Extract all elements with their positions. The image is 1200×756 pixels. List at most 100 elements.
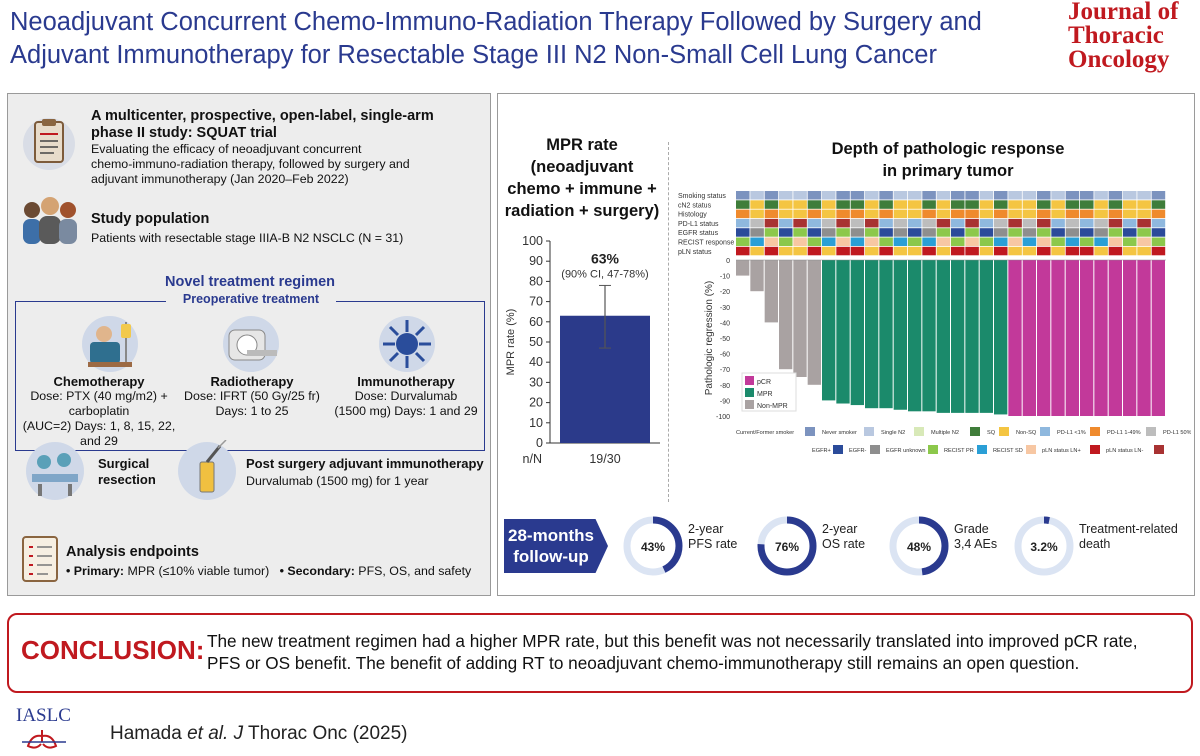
heatmap-cell [1108,237,1123,246]
heatmap-cell [1065,218,1080,228]
heatmap-cell [1151,218,1166,228]
journal-line-3: Oncology [1068,46,1170,73]
heatmap-cell [793,246,807,256]
heatmap-cell [922,191,936,200]
heatmap-cell [951,228,965,237]
heatmap-cell [1080,209,1094,219]
heatmap-cell [879,200,893,209]
radiotherapy-dose-1: Dose: IFRT (50 Gy/25 fr) [184,389,320,403]
heatmap-cell [779,191,793,200]
heatmap-cell [836,246,850,256]
heatmap-cell [850,246,865,256]
heatmap-cell [979,218,994,228]
key-swatch [977,445,987,454]
key-swatch [1040,427,1050,436]
primary-label: • Primary: [66,564,125,578]
y-tick-label: -10 [720,274,730,281]
heatmap-cell [865,200,879,209]
mpr-title-line-1: MPR rate [546,136,618,154]
journal-logo: Journal of Thoracic Oncology [1068,0,1178,72]
radiotherapy-dose-2: Days: 1 to 25 [215,404,289,418]
y-tick-label: -60 [720,352,730,359]
heatmap-cell [879,237,893,246]
preop-label: Preoperative treatment [166,292,336,306]
legend-swatch [745,376,754,385]
stat-label-line-1: Grade [954,522,989,536]
heatmap-cell [807,200,822,209]
primary-text: MPR (≤10% viable tumor) [124,564,270,578]
heatmap-cell [807,209,822,219]
heatmap-cell [1051,246,1065,256]
key-label: PD-L1 1-49% [1107,430,1141,436]
study-desc-line-1: Evaluating the efficacy of neoadjuvant c… [91,142,362,156]
heatmap-cell [807,218,822,228]
followup-banner: 28-months follow-up [504,519,608,573]
heatmap-cell [879,228,893,237]
title-line-2: Adjuvant Immunotherapy for Resectable St… [10,41,937,69]
heatmap-cell [1151,209,1166,219]
key-swatch [1026,445,1036,454]
heatmap-cell [922,246,936,256]
heatmap-cell [836,191,850,200]
heatmap-cell [1008,218,1022,228]
row-label: PD-L1 status [678,221,719,228]
citation-rest: Thorac Onc (2025) [243,723,408,744]
conclusion-box: CONCLUSION: The new treatment regimen ha… [7,613,1193,693]
waterfall-bar [879,260,893,409]
heatmap-cell [965,228,979,237]
heatmap-cell [822,228,836,237]
endpoints-text: • Primary: MPR (≤10% viable tumor) • Sec… [66,564,471,579]
heatmap-cell [965,209,979,219]
waterfall-bar [1065,260,1079,416]
regimen-title: Novel treatment regimen [164,274,336,290]
heatmap-cell [1137,191,1151,200]
mpr-title: MPR rate (neoadjuvant chemo + immune + r… [498,134,666,222]
nn-label: n/N [523,452,542,464]
heatmap-cell [1123,246,1137,256]
donut-fill [623,516,683,576]
heatmap-cell [994,209,1008,219]
y-tick-label: 40 [529,355,543,369]
heatmap-cell [1094,237,1108,246]
heatmap-cell [836,237,850,246]
heatmap-cell [879,218,893,228]
heatmap-cell [793,237,807,246]
lungs-icon [22,730,66,749]
key-swatch [1090,445,1100,454]
donut-fill [757,516,817,576]
followup-line-2: follow-up [513,547,589,566]
waterfall-bar [736,260,750,276]
heatmap-cell [750,237,764,246]
waterfall-bar [750,260,764,292]
key-swatch [805,427,815,436]
stat-label: Treatment-related death [1079,522,1178,552]
heatmap-cell [922,237,936,246]
followup-label: 28-months follow-up [504,519,608,567]
waterfall-bar [908,260,922,412]
heatmap-cell [951,237,965,246]
conclusion-label: CONCLUSION: [21,635,205,665]
heatmap-cell [965,218,979,228]
heatmap-cell [1108,191,1123,200]
waterfall-bar [965,260,979,413]
conclusion-line-2: PFS or OS benefit. The benefit of adding… [207,653,1080,673]
heatmap-cell [764,191,779,200]
heatmap-cell [1094,218,1108,228]
heatmap-cell [1051,209,1065,219]
page-title: Neoadjuvant Concurrent Chemo-Immuno-Radi… [10,6,1050,72]
mpr-bar-chart: 0 10 20 30 40 50 60 70 80 90 100 MPR rate (%) 63% (90… [505,234,660,464]
heatmap-cell [1051,228,1065,237]
heatmap-cell [1065,246,1080,256]
chemotherapy-dose-1: Dose: PTX (40 mg/m2) + carboplatin [30,389,168,418]
heatmap-cell [979,200,994,209]
key-label: SQ [987,430,996,436]
waterfall-bar [865,260,879,409]
heatmap-cell [1151,228,1166,237]
heatmap-cell [994,246,1008,256]
stat-label-line-1: 2-year [688,522,724,536]
key-label: Single N2 [881,430,905,436]
study-heading-line-1: A multicenter, prospective, open-label, … [91,108,434,124]
heatmap-cell [994,237,1008,246]
key-label: EGFR unknown [886,448,925,454]
key-label: pLN status LN- [1106,448,1143,454]
